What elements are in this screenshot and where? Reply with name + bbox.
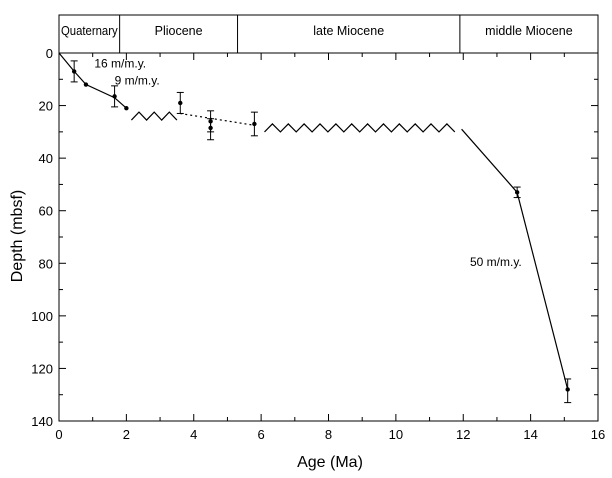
trend-lines	[58, 52, 569, 390]
y-tick-label: 20	[39, 99, 53, 114]
data-point	[71, 69, 77, 74]
data-point	[252, 121, 257, 127]
epoch-label: Quaternary	[61, 24, 118, 38]
epoch-label: late Miocene	[313, 24, 384, 38]
x-tick-label: 10	[389, 427, 403, 442]
data-point	[208, 125, 213, 131]
x-tick-label: 12	[456, 427, 470, 442]
data-point	[83, 82, 89, 87]
y-tick-label: 0	[46, 46, 53, 61]
trend-line	[180, 112, 255, 126]
y-tick-label: 40	[39, 151, 53, 166]
data-point	[514, 190, 520, 195]
y-tick-label: 100	[31, 309, 53, 324]
x-axis-title: Age (Ma)	[297, 454, 363, 471]
y-tick-label: 140	[31, 414, 53, 429]
hiatus-marks	[130, 111, 456, 133]
rate-annotation: 50 m/m.y.	[470, 255, 522, 269]
y-tick-label: 120	[31, 361, 53, 376]
data-point	[178, 100, 183, 106]
x-tick-label: 8	[325, 427, 332, 442]
epoch-label: Pliocene	[155, 24, 203, 38]
plot-area-frame	[58, 52, 599, 422]
y-axis-title: Depth (mbsf)	[9, 190, 26, 282]
data-point	[112, 94, 117, 99]
rate-annotations: 16 m/m.y. 9 m/m.y. 50 m/m.y.	[94, 56, 521, 268]
data-points	[70, 60, 572, 404]
y-axis: 0 20 40 60 80 100 120 140	[31, 46, 598, 429]
data-point	[124, 106, 129, 111]
y-tick-label: 60	[39, 204, 53, 219]
x-tick-label: 4	[190, 427, 197, 442]
hiatus-zigzag	[130, 111, 178, 121]
epoch-bar: Quaternary Pliocene late Miocene middle Mio…	[58, 14, 599, 54]
x-tick-label: 16	[591, 427, 605, 442]
x-axis: 0 2 4 6 8 10 12 14 16	[55, 53, 605, 442]
rate-annotation: 16 m/m.y.	[94, 56, 146, 70]
y-tick-label: 80	[39, 256, 53, 271]
x-tick-label: 6	[258, 427, 265, 442]
rate-annotation: 9 m/m.y.	[115, 74, 160, 88]
hiatus-zigzag	[264, 123, 456, 133]
epoch-label: middle Miocene	[485, 24, 573, 38]
data-point	[565, 387, 570, 392]
x-tick-label: 0	[55, 427, 62, 442]
plot-frame	[58, 52, 599, 422]
x-tick-label: 2	[123, 427, 130, 442]
x-tick-label: 14	[523, 427, 537, 442]
